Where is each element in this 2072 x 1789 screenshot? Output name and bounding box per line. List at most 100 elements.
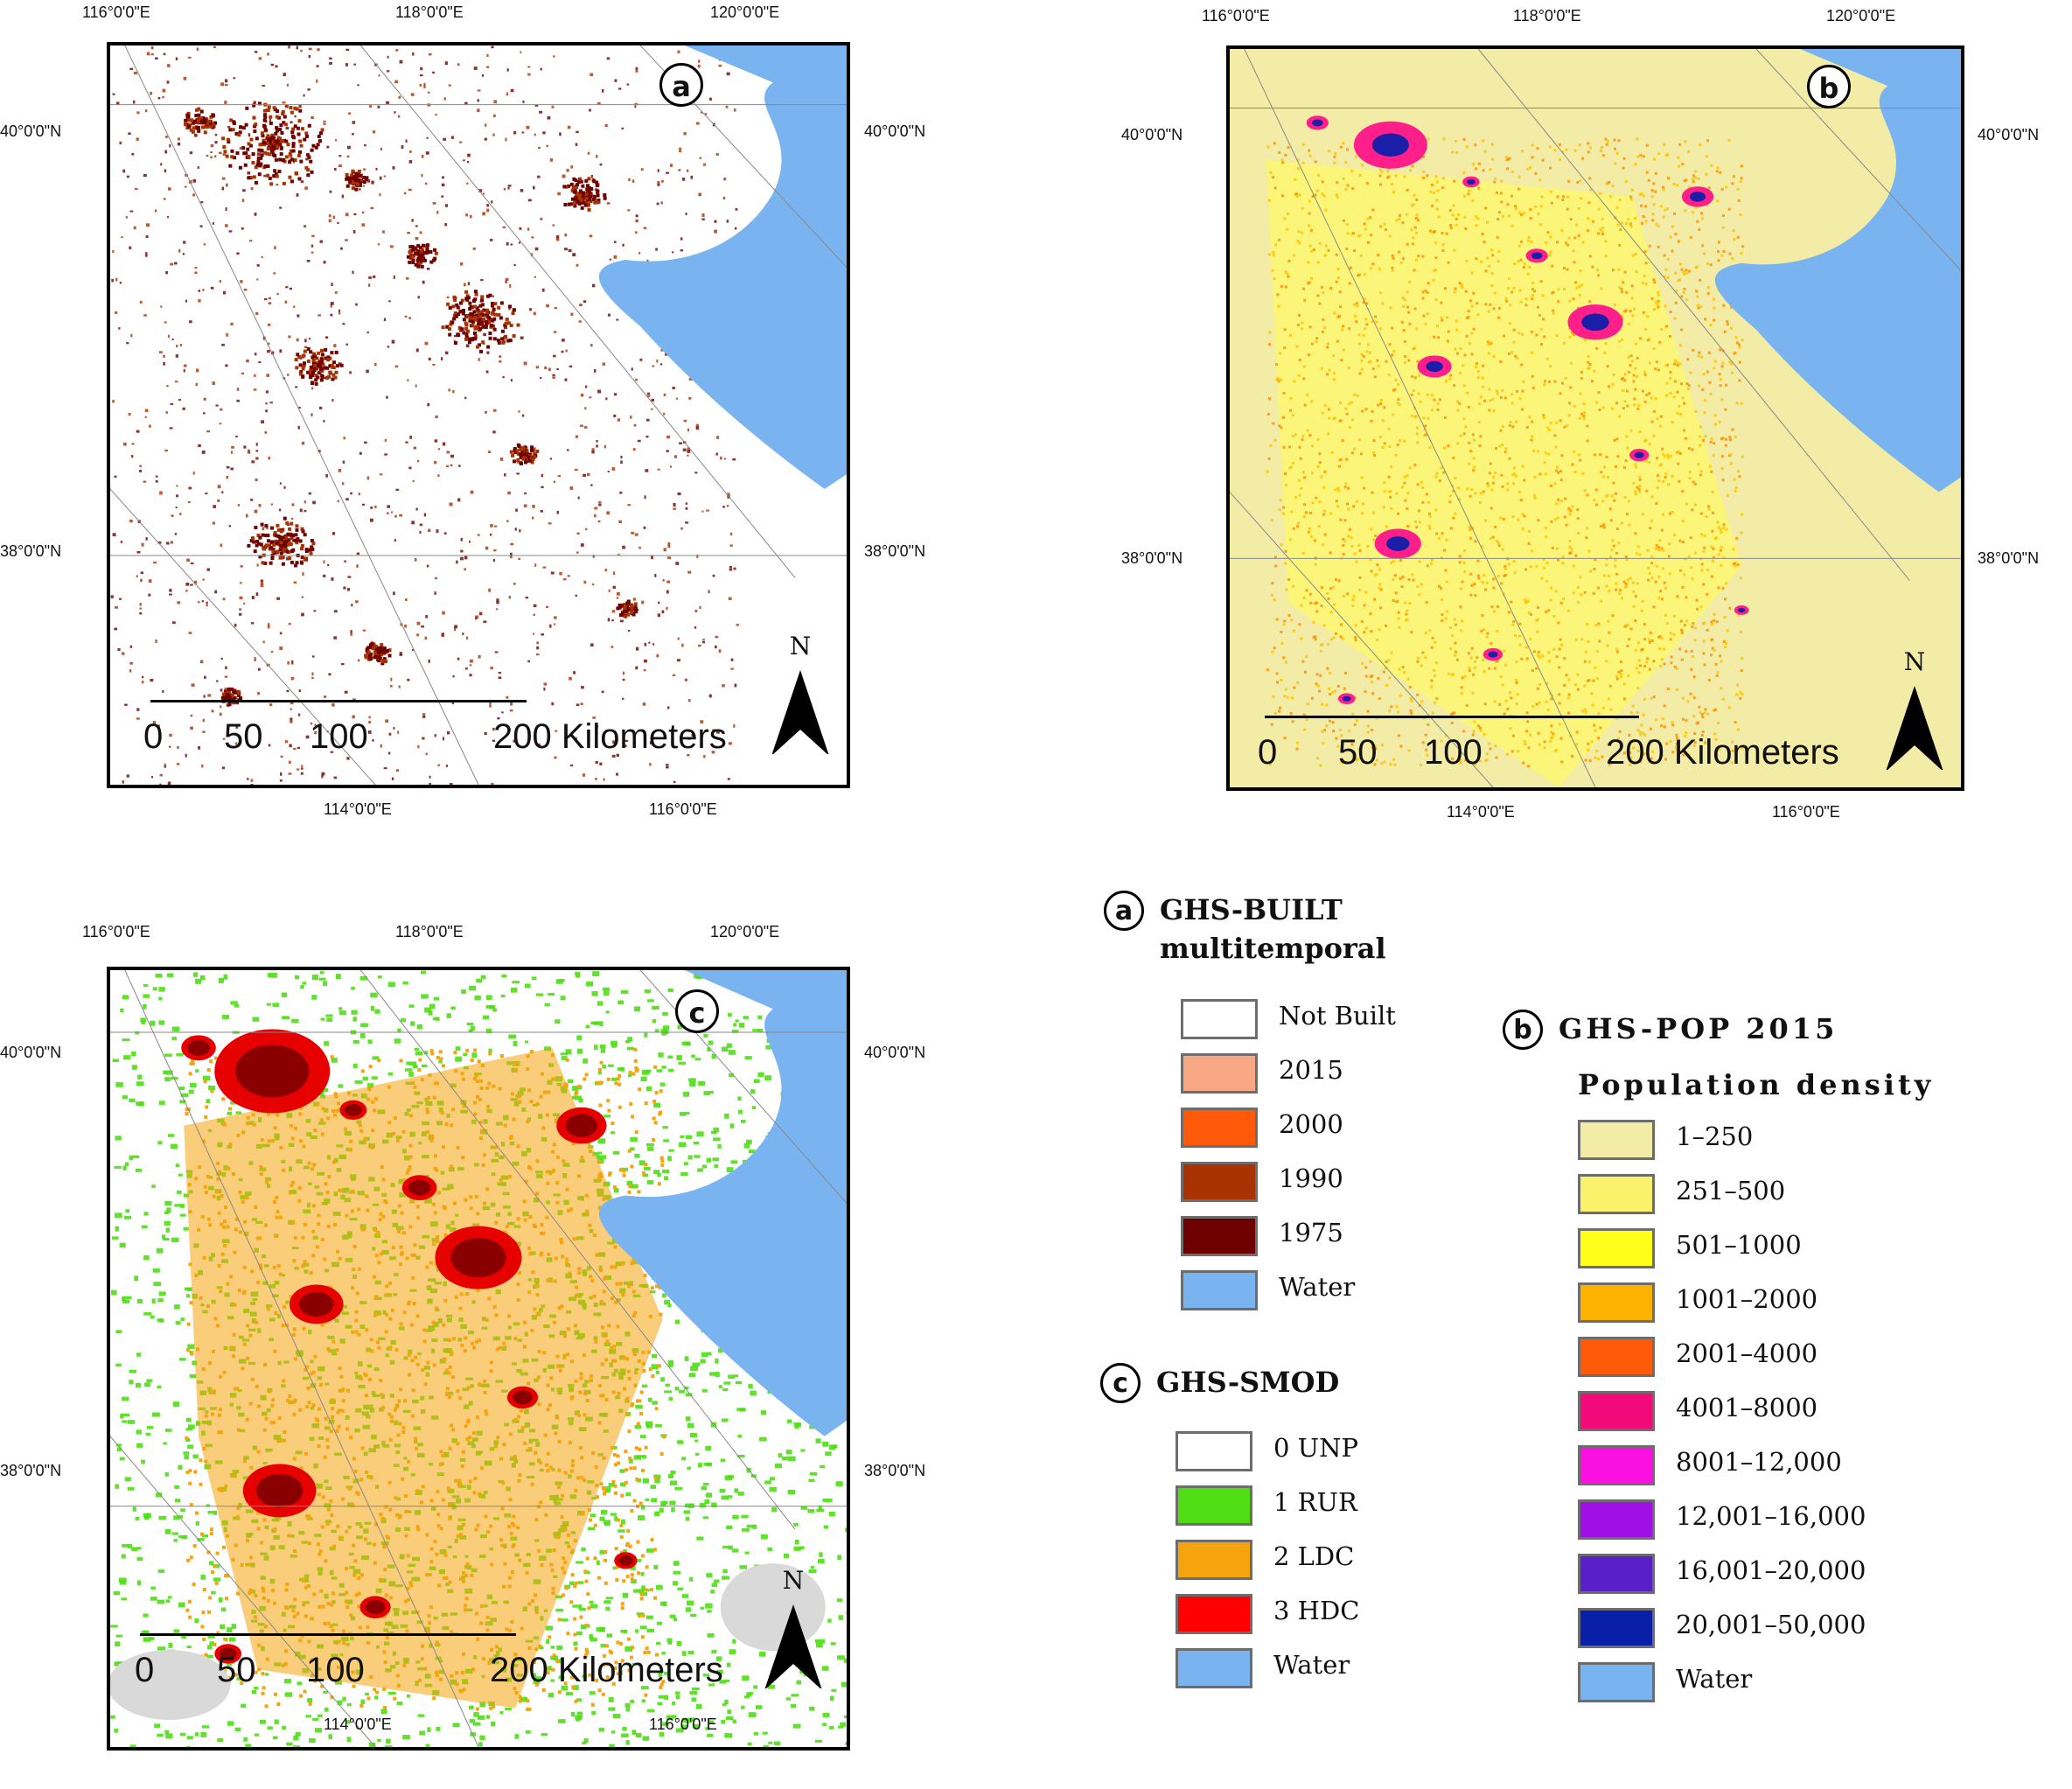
population-pixel [1622,281,1624,283]
built-pixel [373,276,375,278]
built-pixel [311,672,313,675]
population-pixel [1605,255,1608,257]
population-pixel [1383,406,1385,409]
built-pixel [734,108,736,111]
population-pixel [1479,501,1482,504]
built-pixel [422,155,423,158]
population-pixel [1638,491,1641,493]
built-pixel [680,249,683,251]
built-pixel [434,461,436,464]
population-pixel [1720,564,1722,567]
population-pixel [1654,367,1657,370]
built-pixel [286,127,290,129]
population-pixel [1510,195,1513,198]
built-pixel [276,115,279,119]
population-pixel [1540,280,1543,283]
population-pixel [1406,189,1409,192]
built-pixel [535,248,539,251]
population-pixel [1427,417,1429,420]
population-pixel [1554,149,1557,151]
population-pixel [1668,542,1671,545]
population-pixel [1314,635,1316,638]
population-pixel [1493,307,1496,310]
population-pixel [1717,586,1720,589]
population-pixel [1680,269,1683,271]
population-pixel [1688,447,1691,450]
built-pixel [193,179,197,183]
built-pixel [680,237,682,240]
population-pixel [1470,304,1473,307]
population-pixel [1725,185,1727,188]
built-pixel [630,603,633,606]
built-pixel [193,472,195,475]
built-pixel [317,143,320,146]
population-pixel [1347,535,1350,538]
population-pixel [1506,482,1509,485]
built-pixel [490,524,492,528]
population-pixel [1416,426,1419,429]
built-pixel [204,398,206,401]
built-pixel [368,283,370,287]
population-pixel [1505,300,1508,303]
population-pixel [1530,565,1532,568]
built-pixel [165,271,168,274]
population-pixel [1638,485,1641,487]
population-pixel [1453,204,1455,206]
built-pixel [350,173,353,177]
population-pixel [1490,284,1493,287]
built-pixel [612,467,616,471]
population-pixel [1522,528,1524,530]
built-pixel [251,779,254,782]
population-pixel [1403,671,1406,674]
population-pixel [1409,169,1412,171]
built-pixel [675,562,679,565]
population-pixel [1466,487,1469,490]
built-pixel [477,108,479,112]
population-pixel [1620,675,1622,678]
population-pixel [1542,414,1545,416]
population-pixel [1568,540,1571,542]
population-pixel [1323,510,1326,513]
built-pixel [251,536,255,540]
built-pixel [359,188,361,190]
population-pixel [1678,540,1681,542]
built-pixel [178,249,180,253]
population-pixel [1392,389,1395,392]
population-pixel [1336,281,1338,283]
population-pixel [1279,353,1281,355]
population-pixel [1411,700,1413,702]
population-pixel [1416,694,1419,696]
built-pixel [421,265,424,269]
population-pixel [1402,297,1405,299]
population-pixel [1463,570,1466,573]
built-pixel [345,239,348,241]
built-pixel [448,327,451,331]
built-pixel [296,339,299,342]
population-pixel [1599,453,1601,456]
population-pixel [1634,463,1636,465]
population-pixel [1535,333,1538,336]
population-pixel [1594,453,1596,456]
built-pixel [300,50,303,52]
built-pixel [533,633,534,635]
built-pixel [467,161,469,163]
population-pixel [1680,296,1683,298]
population-pixel [1609,709,1612,711]
population-pixel [1734,562,1736,564]
population-pixel [1643,215,1645,218]
built-pixel [596,444,598,447]
built-pixel [227,466,230,469]
built-pixel [196,368,199,372]
population-pixel [1662,568,1664,570]
built-pixel [442,325,445,329]
population-pixel [1537,147,1539,150]
built-pixel [385,439,387,442]
built-pixel [363,168,366,170]
built-pixel [730,533,732,535]
population-pixel [1638,659,1641,661]
built-pixel [260,542,263,546]
built-pixel [312,501,316,505]
population-pixel [1568,414,1571,416]
population-pixel [1692,481,1695,484]
population-pixel [1648,179,1650,182]
